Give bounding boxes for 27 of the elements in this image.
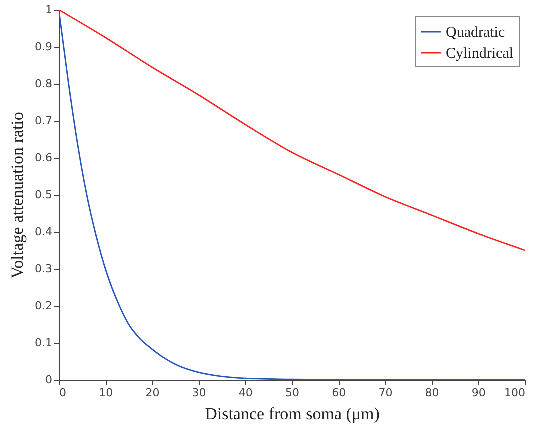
y-tick-label: 1	[46, 4, 52, 16]
y-tick-label: 0.1	[35, 336, 52, 350]
x-tick-label: 70	[378, 386, 393, 400]
x-tick-label: 40	[238, 386, 253, 400]
line-series	[59, 10, 525, 252]
y-tick-label: 0.7	[35, 114, 52, 128]
y-tick-label: 0.5	[35, 188, 52, 202]
x-tick-label: 80	[425, 386, 440, 400]
y-axis-title: Voltage attenuation ratio	[8, 112, 28, 279]
x-tick-label: 60	[332, 386, 346, 400]
y-tick-label: 0	[46, 374, 52, 386]
x-tick-label: 0	[60, 386, 66, 400]
x-axis-title: Distance from soma (μm)	[205, 404, 380, 424]
x-tick-label: 20	[146, 386, 160, 400]
y-tick-label: 0.8	[35, 78, 52, 90]
x-tick-label: 100	[504, 386, 526, 400]
y-tick-label: 0.2	[35, 300, 52, 312]
x-tick-label: 30	[192, 386, 206, 400]
y-tick-label: 0.4	[35, 226, 52, 238]
x-tick-label: 50	[286, 386, 300, 400]
legend-label: Quadratic	[446, 25, 506, 41]
y-tick-label: 0.3	[35, 262, 52, 276]
y-tick-label: 0.9	[35, 40, 52, 54]
x-tick-label: 90	[472, 386, 486, 400]
x-tick-label: 10	[99, 386, 114, 400]
y-tick-label: 0.6	[35, 152, 52, 164]
legend-label: Cylindrical	[446, 46, 514, 62]
